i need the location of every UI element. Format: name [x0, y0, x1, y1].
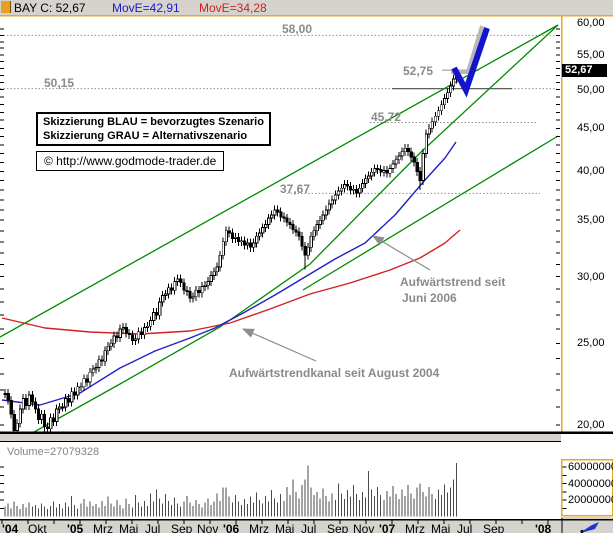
scenario-gray-text: Skizzierung GRAU = Alternativszenario	[43, 130, 248, 142]
pen-tool-icon	[580, 522, 599, 533]
volume-indicator-label: Volume=27079328	[7, 446, 100, 458]
scenario-blue-text: Skizzierung BLAU = bevorzugtes Szenario	[43, 116, 264, 128]
ma-blue-value-label: MovE=42,91	[112, 1, 180, 15]
ma-red-value-label: MovE=34,28	[199, 1, 267, 15]
instrument-quote-label: BAY C: 52,67	[14, 1, 86, 15]
copyright-box: © http://www.godmode-trader.de	[36, 151, 225, 171]
copyright-text: © http://www.godmode-trader.de	[44, 154, 217, 168]
uptrend-annotation-line2: Juni 2006	[402, 291, 457, 305]
instrument-color-marker-icon	[1, 1, 11, 13]
channel-annotation: Aufwärtstrendkanal seit August 2004	[229, 366, 440, 380]
scenario-legend-box: Skizzierung BLAU = bevorzugtes Szenario …	[36, 112, 271, 146]
uptrend-annotation-line1: Aufwärtstrend seit	[400, 275, 506, 289]
